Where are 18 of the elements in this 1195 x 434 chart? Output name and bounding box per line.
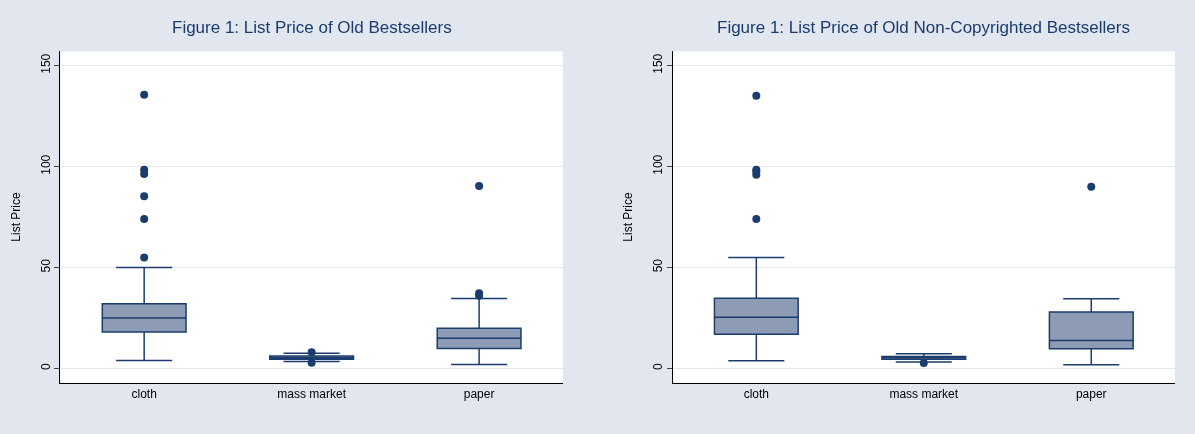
y-tick-label: 0 (38, 363, 53, 370)
x-tick-label: paper (1075, 387, 1107, 401)
y-tick-label: 100 (38, 154, 53, 175)
y-tick-label: 50 (38, 258, 53, 273)
y-axis-title: List Price (8, 192, 23, 242)
y-tick-label: 0 (650, 363, 665, 370)
x-tick-label: paper (463, 387, 495, 401)
chart-title: Figure 1: List Price of Old Bestsellers (172, 18, 452, 37)
y-tick-label: 100 (650, 154, 665, 175)
y-tick-label: 50 (650, 258, 665, 273)
y-tick-label: 150 (38, 53, 53, 74)
x-tick-label: cloth (131, 387, 157, 401)
x-tick-label: mass market (889, 387, 959, 401)
x-tick-label: mass market (277, 387, 347, 401)
y-tick-label: 150 (650, 53, 665, 74)
x-tick-label: cloth (743, 387, 769, 401)
chart-title: Figure 1: List Price of Old Non-Copyrighted Bestsellers (717, 18, 1130, 37)
y-axis-title: List Price (621, 192, 636, 242)
